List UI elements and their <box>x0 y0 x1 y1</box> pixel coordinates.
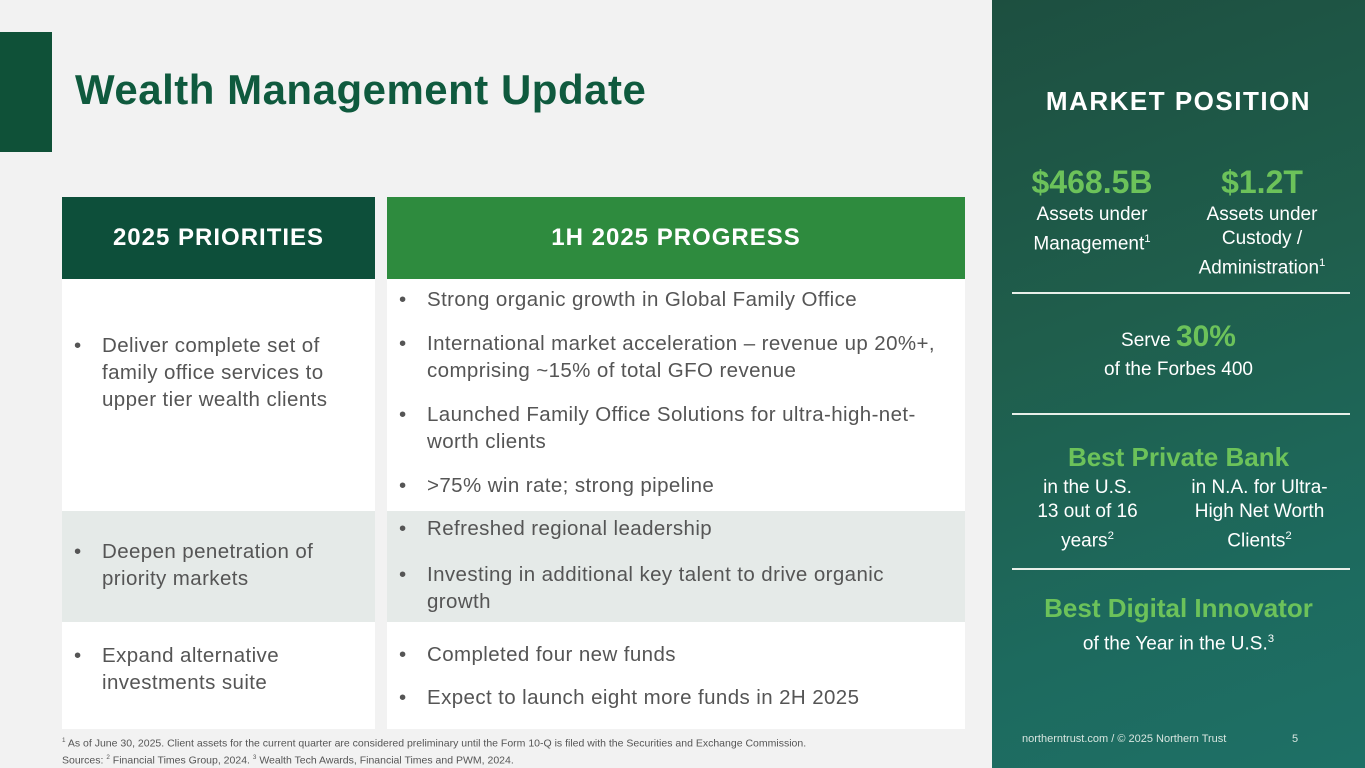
bank-na-text: in N.A. for Ultra-High Net Worth Clients <box>1191 477 1328 552</box>
column-gap <box>375 279 387 729</box>
progress-header: 1H 2025 PROGRESS <box>387 197 965 279</box>
auc-label: Assets under Custody / Administration <box>1198 204 1320 279</box>
bank-us-text: in the U.S. 13 out of 16 years <box>1037 477 1138 552</box>
footnote-marker: 1 <box>1319 257 1326 269</box>
title-accent-bar <box>0 32 52 152</box>
serve-prefix: Serve <box>1121 330 1171 351</box>
priority-item: Expand alternative investments suite <box>62 642 352 696</box>
progress-item: Strong organic growth in Global Family O… <box>387 286 962 313</box>
progress-item: >75% win rate; strong pipeline <box>387 472 962 499</box>
footnote-marker: 3 <box>1267 633 1275 645</box>
footnote-1: As of June 30, 2025. Client assets for t… <box>67 737 807 750</box>
auc-value: $1.2T <box>1221 164 1303 200</box>
footnote-marker: 1 <box>62 737 66 744</box>
progress-item: Refreshed regional leadership <box>387 515 907 542</box>
divider <box>1012 568 1350 570</box>
market-position-panel: MARKET POSITION $468.5B Assets under Man… <box>992 0 1365 768</box>
footnote-marker: 2 <box>1285 530 1292 542</box>
priority-item: Deliver complete set of family office se… <box>62 332 362 413</box>
priorities-header: 2025 PRIORITIES <box>62 197 375 279</box>
priority-item: Deepen penetration of priority markets <box>62 538 362 592</box>
serve-value: 30% <box>1175 320 1236 353</box>
footnote-marker: 2 <box>106 754 110 761</box>
site-copyright: northerntrust.com / © 2025 Northern Trus… <box>1022 733 1227 745</box>
source-3: Wealth Tech Awards, Financial Times and … <box>259 754 514 767</box>
sources-label: Sources: <box>62 754 104 767</box>
progress-item: Launched Family Office Solutions for ult… <box>387 401 962 455</box>
page-number: 5 <box>1292 733 1299 745</box>
aum-value: $468.5B <box>1031 164 1153 200</box>
best-private-bank-title: Best Private Bank <box>1067 442 1290 472</box>
source-2: Financial Times Group, 2024. <box>112 754 250 767</box>
progress-item: Expect to launch eight more funds in 2H … <box>387 684 962 711</box>
progress-item: Completed four new funds <box>387 641 962 668</box>
divider <box>1012 413 1350 415</box>
aum-label: Assets under Management <box>1033 204 1148 255</box>
page-title: Wealth Management Update <box>75 66 647 113</box>
serve-suffix: of the Forbes 400 <box>1104 359 1253 380</box>
footnote-marker: 3 <box>252 754 257 761</box>
divider <box>1012 292 1350 294</box>
footnote-marker: 2 <box>1107 530 1114 542</box>
progress-item: International market acceleration – reve… <box>387 330 962 384</box>
best-digital-innovator-title: Best Digital Innovator <box>1044 593 1313 623</box>
footnote-marker: 1 <box>1144 233 1151 245</box>
market-position-title: MARKET POSITION <box>1045 86 1312 116</box>
progress-item: Investing in additional key talent to dr… <box>387 561 907 615</box>
digital-sub: of the Year in the U.S. <box>1082 633 1268 655</box>
